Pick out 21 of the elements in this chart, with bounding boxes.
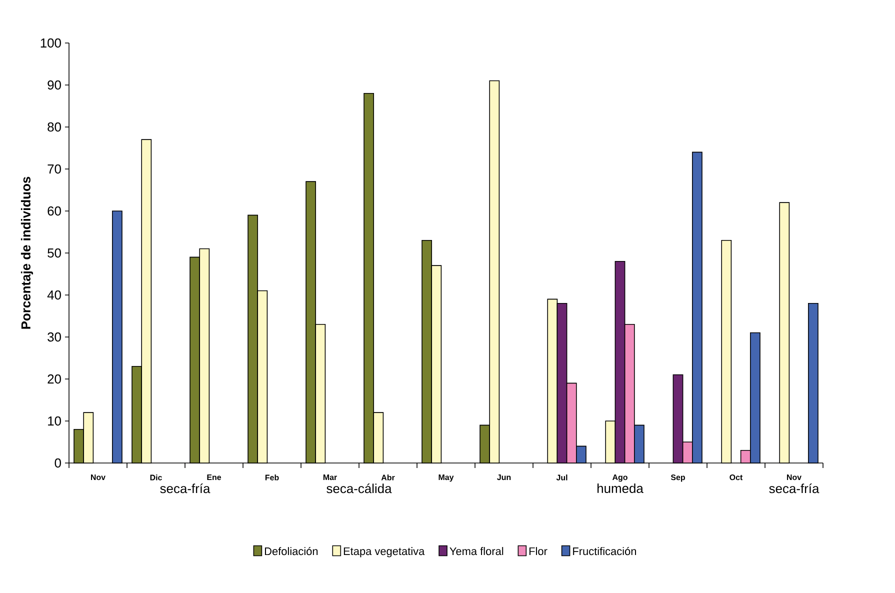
y-tick-label: 40: [47, 290, 61, 300]
legend-label: Flor: [529, 547, 548, 556]
y-tick-label: 60: [48, 206, 61, 216]
legend-label: Etapa vegetativa: [344, 547, 425, 558]
y-tick-label: 10: [48, 416, 61, 426]
text: seca-fría: [160, 484, 210, 494]
y-tick-label: 70: [48, 164, 61, 174]
y-tick-label: 20: [48, 374, 61, 384]
y-tick-label: 90: [48, 80, 61, 90]
legend-label: Yema floral: [450, 547, 504, 556]
legend-label: Fructificación: [573, 546, 636, 556]
text: humeda: [598, 484, 644, 494]
y-axis-title: Porcentaje de individuos: [20, 176, 34, 329]
y-tick-label: 50: [48, 248, 61, 258]
legend-label: Defoliación: [264, 546, 318, 556]
y-tick-label: 80: [48, 122, 61, 132]
text: seca-cálida: [326, 484, 392, 494]
y-tick-label: 30: [48, 332, 61, 342]
y-tick-label: 100: [40, 38, 61, 48]
text: seca-fría: [769, 484, 820, 494]
y-tick-label: 0: [54, 458, 61, 468]
